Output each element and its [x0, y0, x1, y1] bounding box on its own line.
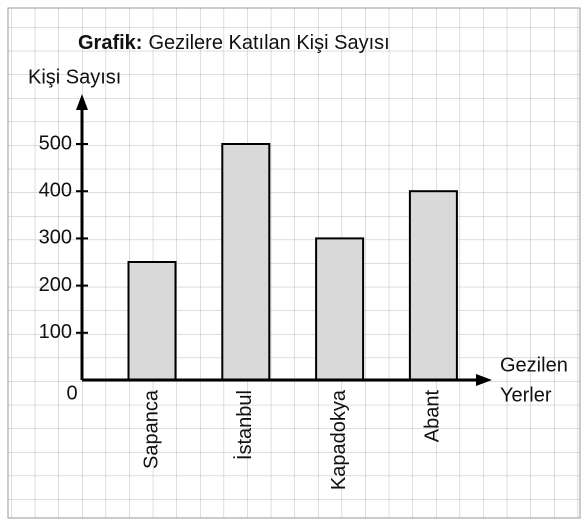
- x-arrow: [476, 374, 492, 386]
- bar: [408, 190, 458, 381]
- y-tick-label: 200: [39, 274, 72, 296]
- x-axis-label: Gezilen: [500, 354, 568, 376]
- x-tick-label: İstanbul: [233, 390, 256, 460]
- chart-title: Grafik: Gezilere Katılan Kişi Sayısı: [78, 32, 390, 54]
- y-tick-label: 0: [66, 382, 77, 404]
- y-arrow: [76, 94, 88, 110]
- x-tick-label: Abant: [422, 390, 444, 443]
- x-axis-label: Yerler: [500, 384, 552, 406]
- y-tick-label: 400: [39, 179, 72, 201]
- x-tick-label: Kapadokya: [328, 389, 350, 490]
- bar: [221, 143, 271, 381]
- plot: 0 100 200 300 400 500 Sapanca İstanbul Kapadokya…: [39, 132, 458, 490]
- title-label: Grafik:: [78, 32, 142, 54]
- grid-paper: [7, 7, 581, 519]
- y-tick-label: 300: [39, 227, 72, 249]
- x-tick-label: Sapanca: [140, 389, 162, 469]
- bar: [315, 237, 365, 381]
- title-text: Gezilere Katılan Kişi Sayısı: [148, 32, 389, 54]
- bar: [127, 261, 177, 381]
- y-axis-label: Kişi Sayısı: [28, 66, 121, 88]
- y-tick-label: 100: [39, 321, 72, 343]
- y-tick-label: 500: [39, 132, 72, 154]
